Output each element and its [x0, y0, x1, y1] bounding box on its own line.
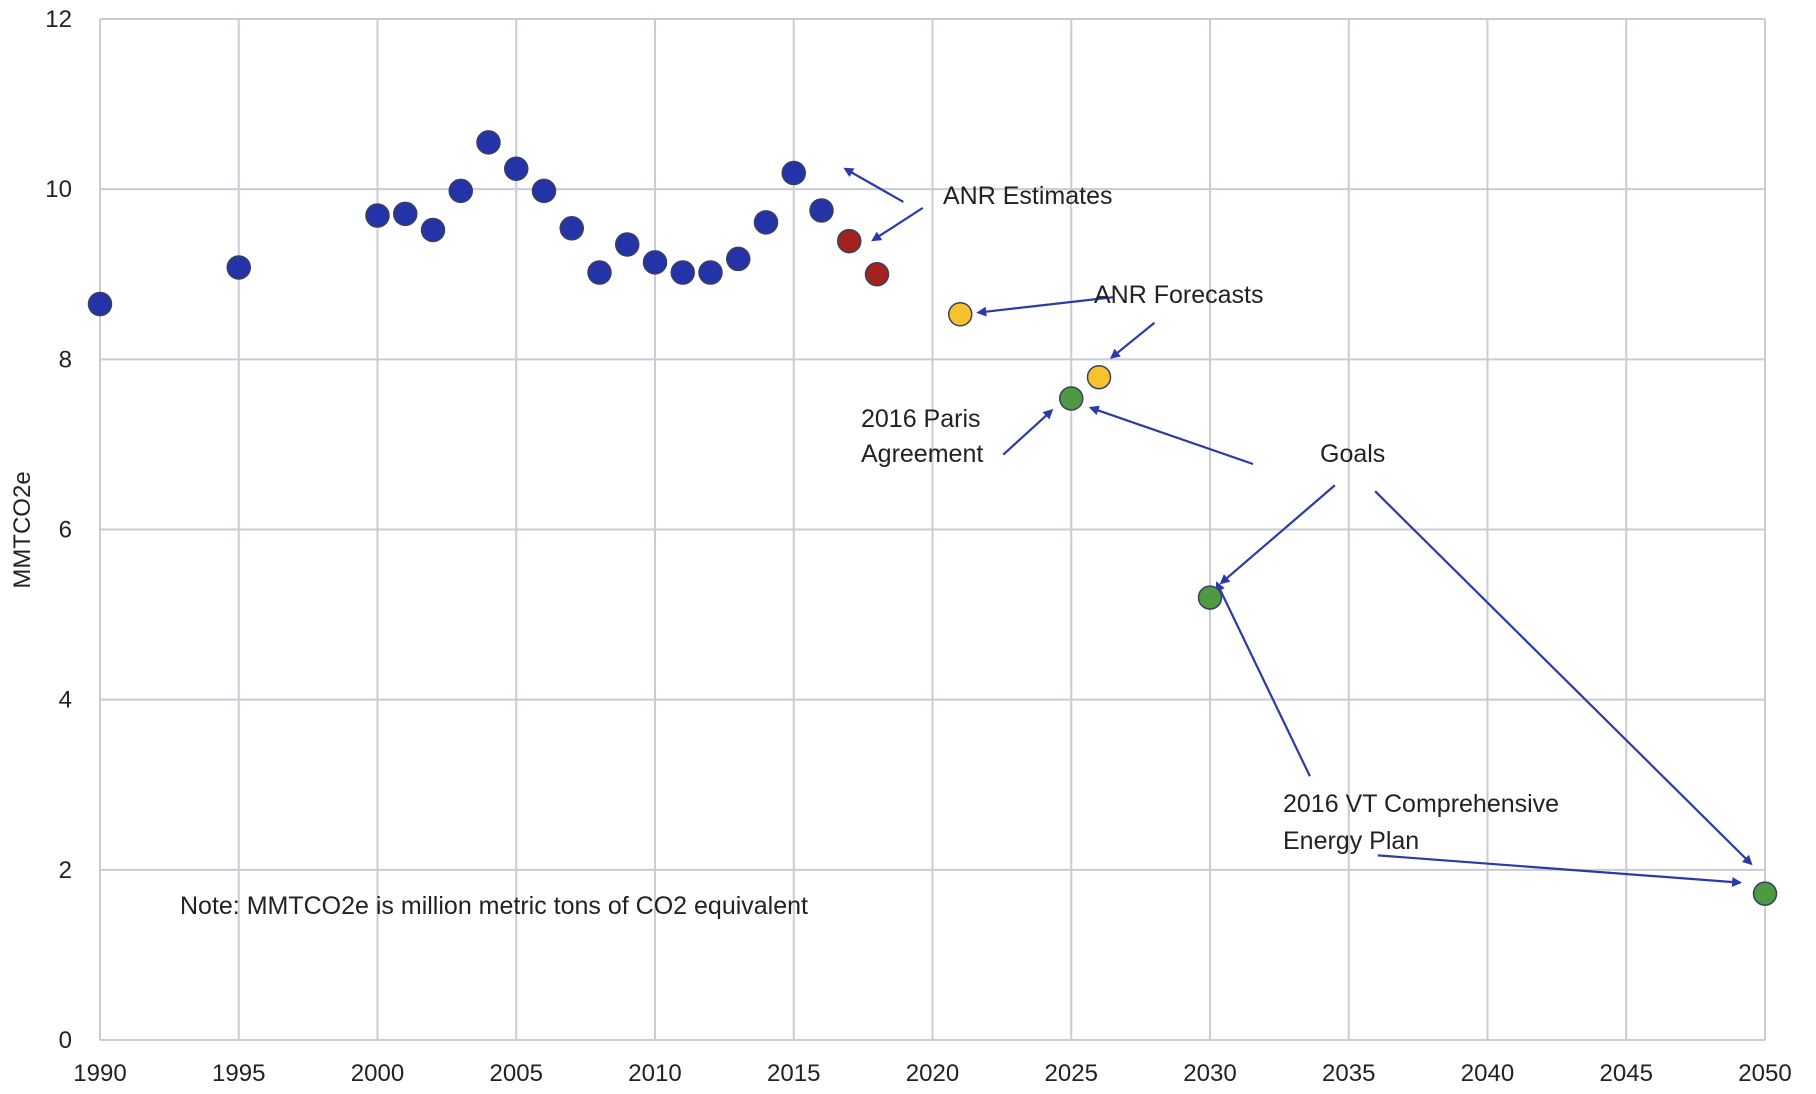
y-tick-label-12: 12 [45, 6, 72, 33]
data-point-1990 [87, 291, 113, 317]
data-point-2015 [781, 160, 806, 186]
arrow-vt-2030 [1215, 581, 1311, 777]
data-point-2025 [1059, 386, 1084, 411]
arrow-goals-2025 [1088, 405, 1254, 466]
data-point-2021 [948, 301, 973, 327]
x-tick-label-2045: 2045 [1600, 1060, 1653, 1087]
arrow-anr-forecasts-2 [1109, 321, 1156, 359]
x-tick-label-2010: 2010 [628, 1060, 681, 1087]
x-tick-label-2000: 2000 [351, 1060, 404, 1087]
data-point-2030 [1197, 585, 1223, 610]
annotation-paris-line1: 2016 Paris [861, 405, 981, 433]
data-point-2009 [615, 232, 640, 257]
data-point-2050 [1752, 881, 1778, 906]
data-points [87, 130, 1778, 906]
annotation-arrows [843, 167, 1753, 887]
data-point-2000 [365, 203, 390, 228]
y-tick-label-8: 8 [59, 346, 72, 373]
x-tick-label-1995: 1995 [212, 1060, 265, 1087]
data-point-2017 [837, 228, 862, 254]
x-tick-label-2030: 2030 [1183, 1060, 1236, 1087]
data-point-2007 [559, 216, 584, 241]
annotation-vt-plan-line2: Energy Plan [1283, 827, 1419, 855]
data-point-2005 [504, 156, 529, 181]
data-point-2008 [587, 260, 612, 285]
data-point-2006 [531, 178, 557, 204]
arrow-anr-estimates-2 [871, 206, 924, 242]
x-tick-label-2040: 2040 [1461, 1060, 1514, 1087]
x-tick-label-2020: 2020 [906, 1060, 959, 1087]
annotation-goals: Goals [1320, 440, 1385, 468]
data-point-2018 [864, 262, 890, 287]
arrow-paris [1002, 409, 1054, 456]
grid [99, 18, 1766, 1041]
data-point-2004 [476, 130, 501, 155]
x-tick-label-2015: 2015 [767, 1060, 820, 1087]
x-tick-label-1990: 1990 [73, 1060, 126, 1087]
data-point-2010 [642, 250, 668, 275]
arrow-vt-2050 [1377, 854, 1743, 887]
y-tick-label-4: 4 [59, 687, 72, 714]
data-point-2014 [753, 210, 779, 235]
y-tick-label-2: 2 [59, 857, 72, 884]
arrow-goals-2050 [1374, 490, 1753, 866]
y-tick-label-0: 0 [59, 1027, 72, 1054]
x-tick-label-2005: 2005 [490, 1060, 543, 1087]
data-point-2003 [448, 178, 473, 204]
data-point-1995 [226, 255, 251, 280]
data-point-2026 [1086, 364, 1112, 390]
arrow-anr-estimates-1 [843, 167, 904, 203]
data-point-2016 [809, 198, 834, 223]
annotation-vt-plan-line1: 2016 VT Comprehensive [1283, 790, 1559, 818]
x-tick-label-2035: 2035 [1322, 1060, 1375, 1087]
y-axis-title: MMTCO2e [9, 471, 36, 588]
arrow-anr-forecasts-1 [976, 296, 1113, 317]
data-point-2001 [393, 201, 418, 227]
data-point-2013 [726, 246, 751, 272]
annotation-paris-line2: Agreement [861, 440, 983, 468]
data-point-2011 [670, 260, 695, 285]
data-point-2002 [420, 217, 446, 243]
y-tick-label-10: 10 [45, 176, 72, 203]
annotation-anr-estimates: ANR Estimates [943, 182, 1112, 210]
data-point-2012 [698, 260, 723, 285]
tick-labels: 1990 1995 2000 2005 2010 2015 2020 2025 2030 2035… [45, 6, 1791, 1087]
x-tick-label-2025: 2025 [1045, 1060, 1098, 1087]
y-tick-label-6: 6 [59, 517, 72, 544]
arrow-goals-2030 [1219, 484, 1336, 585]
chart-note: Note: MMTCO2e is million metric tons of … [180, 892, 808, 920]
annotation-anr-forecasts: ANR Forecasts [1094, 281, 1263, 309]
x-tick-label-2050: 2050 [1738, 1060, 1791, 1087]
